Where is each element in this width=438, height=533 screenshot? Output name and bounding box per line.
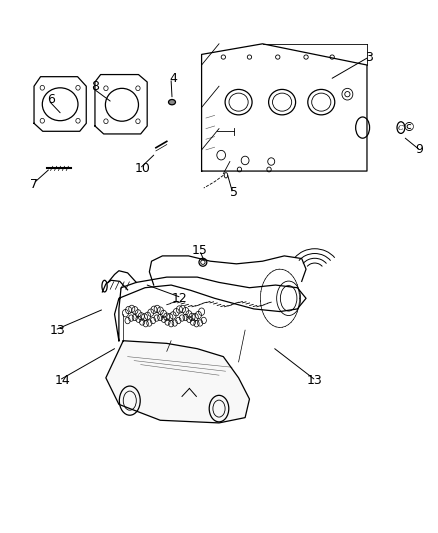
Text: 13: 13	[50, 324, 66, 337]
Text: 6: 6	[47, 93, 55, 106]
Text: 3: 3	[365, 51, 373, 63]
Text: 10: 10	[135, 162, 151, 175]
Text: 13: 13	[307, 374, 323, 387]
Text: 8: 8	[91, 80, 99, 93]
Text: 15: 15	[191, 244, 207, 257]
Text: 7: 7	[30, 178, 38, 191]
Text: ©: ©	[402, 121, 415, 134]
Text: 9: 9	[415, 143, 423, 156]
Ellipse shape	[169, 100, 176, 105]
Text: 4: 4	[170, 72, 177, 85]
Text: 5: 5	[230, 186, 238, 199]
Text: 12: 12	[172, 292, 188, 305]
Text: C: C	[398, 124, 404, 132]
Polygon shape	[106, 341, 250, 423]
Text: 14: 14	[54, 374, 70, 387]
